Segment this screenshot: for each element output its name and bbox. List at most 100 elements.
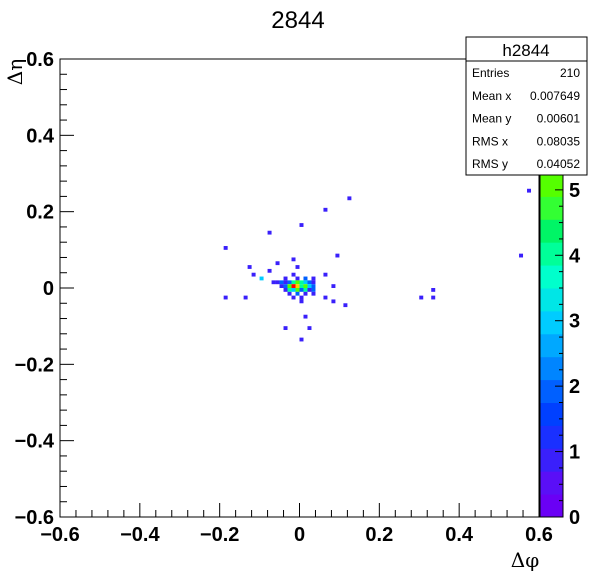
stats-row-value: 0.04052 — [537, 157, 581, 171]
stats-row-value: 210 — [560, 66, 580, 80]
bin-cell — [331, 284, 336, 288]
stats-row-value: 0.08035 — [537, 134, 581, 148]
x-axis-label: Δφ — [511, 548, 539, 572]
bin-cells-group — [223, 188, 532, 342]
stats-row-label: RMS y — [472, 157, 508, 171]
y-axis: −0.6 −0.4 −0.2 0 0.2 0.4 0.6 — [15, 49, 74, 529]
stats-row-label: RMS x — [472, 134, 508, 148]
palette-tick-label: 5 — [569, 180, 580, 202]
bin-cell — [431, 295, 436, 300]
x-tick-label: −0.4 — [120, 524, 160, 546]
stats-rows: Entries 210 Mean x 0.007649 Mean y 0.00601 RMS… — [472, 66, 580, 171]
bin-cell — [519, 253, 524, 258]
bin-cell — [291, 295, 296, 300]
bin-cell — [267, 230, 272, 235]
y-tick-label: −0.2 — [15, 354, 54, 376]
bin-cell — [307, 280, 312, 285]
palette-band — [540, 242, 563, 266]
bin-cell — [283, 276, 288, 281]
bin-cell — [299, 299, 304, 304]
bin-cell — [295, 280, 300, 285]
bin-cell — [303, 288, 308, 292]
palette-band — [540, 494, 563, 518]
x-tick-label: 0 — [294, 524, 305, 546]
stats-box: h2844 Entries 210 Mean x 0.007649 Mean y 0.00… — [465, 36, 588, 176]
bin-cell — [311, 288, 316, 292]
x-axis: −0.6 −0.4 −0.2 0 0.2 0.4 0.6 — [40, 503, 553, 546]
bin-cell — [295, 288, 300, 292]
stats-row-value: 0.007649 — [530, 89, 580, 103]
bin-cell — [267, 268, 272, 273]
palette-tick-label: 0 — [569, 507, 580, 529]
palette-band — [540, 173, 563, 197]
bin-cell — [223, 295, 228, 300]
x-tick-label: −0.2 — [200, 524, 239, 546]
bin-cell — [311, 291, 316, 296]
bin-cell — [279, 284, 284, 288]
bin-cell — [291, 280, 296, 285]
palette-band — [540, 196, 563, 220]
stats-box-frame — [465, 36, 588, 176]
bin-cell — [295, 284, 300, 288]
stats-row-label: Entries — [472, 66, 509, 80]
bin-cell — [283, 284, 288, 288]
bin-cell — [323, 295, 328, 300]
palette-band — [540, 310, 563, 335]
bin-cell — [303, 276, 308, 281]
bin-cell — [299, 223, 304, 227]
bin-cell — [299, 295, 304, 300]
y-tick-label: 0.6 — [26, 49, 54, 71]
palette-tick-label: 4 — [569, 245, 581, 267]
bin-cell — [291, 284, 296, 288]
palette-band — [540, 448, 563, 472]
bin-cell — [295, 265, 300, 269]
bin-cell — [295, 276, 300, 281]
palette-tick-label: 3 — [569, 311, 580, 333]
y-tick-label: −0.6 — [15, 507, 54, 529]
bin-cell — [307, 326, 312, 330]
palette-band — [540, 288, 563, 312]
palette-band — [540, 425, 563, 449]
bin-cell — [323, 207, 328, 212]
bin-cell — [287, 280, 292, 285]
bin-cell — [291, 272, 296, 277]
bin-cell — [431, 288, 436, 292]
bin-cell — [307, 288, 312, 292]
bin-cell — [287, 284, 292, 288]
bin-cell — [343, 303, 348, 308]
chart-title: 2844 — [271, 7, 324, 34]
palette-band — [540, 356, 563, 381]
y-tick-label: 0.4 — [26, 125, 55, 147]
bin-cell — [275, 261, 280, 266]
palette-band — [540, 402, 563, 426]
bin-cell — [303, 291, 308, 296]
bin-cell — [223, 246, 228, 250]
bin-cell — [527, 188, 532, 193]
bin-cell — [307, 284, 312, 288]
bin-cell — [299, 337, 304, 342]
bin-cell — [331, 299, 336, 304]
bin-cell — [303, 280, 308, 285]
y-tick-label: −0.4 — [15, 431, 55, 453]
bin-cell — [259, 276, 264, 281]
y-axis-label: Δη — [3, 59, 27, 85]
bin-cell — [323, 272, 328, 277]
bin-cell — [247, 265, 252, 269]
y-tick-label: 0 — [43, 278, 54, 300]
x-tick-label: 0.2 — [365, 524, 393, 546]
palette-band — [540, 265, 563, 289]
bin-cell — [335, 253, 340, 258]
bin-cell — [251, 272, 256, 277]
bin-cell — [283, 288, 288, 292]
bin-cell — [419, 295, 424, 300]
palette-tick-label: 2 — [569, 376, 580, 398]
bin-cell — [311, 280, 316, 285]
bin-cell — [271, 280, 276, 285]
bin-cell — [299, 280, 304, 285]
palette-band — [540, 471, 563, 495]
bin-cell — [311, 284, 316, 288]
bin-cell — [295, 291, 300, 296]
bin-cell — [279, 280, 284, 285]
bin-cell — [291, 257, 296, 262]
